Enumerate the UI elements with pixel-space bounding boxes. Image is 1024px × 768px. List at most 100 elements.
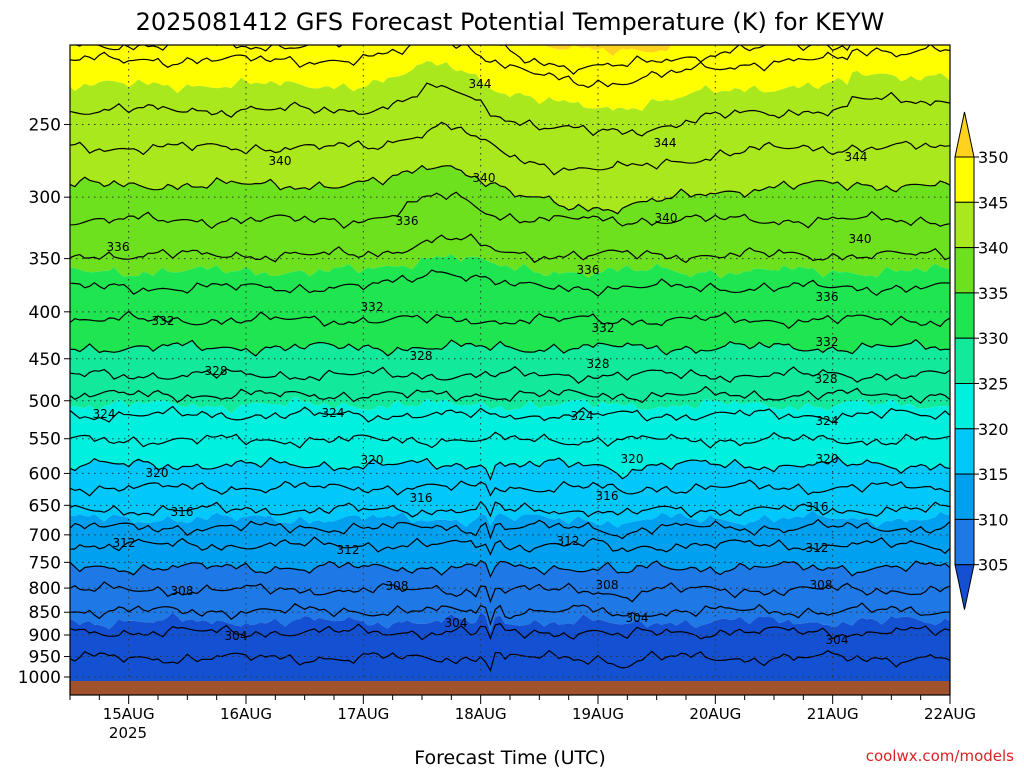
y-tick-label: 900 xyxy=(29,626,61,646)
isentrope-318 xyxy=(70,479,950,497)
isentrope-306 xyxy=(70,602,950,627)
contour-label: 336 xyxy=(107,240,130,254)
credit-text: coolwx.com/models xyxy=(866,747,1014,765)
colorbar-bottom-arrow xyxy=(954,564,975,610)
contour-label: 344 xyxy=(654,136,677,150)
contour-label: 316 xyxy=(171,505,194,519)
contour-label: 336 xyxy=(816,290,839,304)
y-tick-label: 300 xyxy=(29,188,61,208)
colorbar-segment xyxy=(954,473,975,520)
y-tick-label: 400 xyxy=(29,303,61,323)
contour-label: 320 xyxy=(146,466,169,480)
colorbar-label: 335 xyxy=(978,284,1009,303)
contour-label: 332 xyxy=(152,314,175,328)
color-fill-bands xyxy=(70,45,950,695)
isentrope-336 xyxy=(70,233,950,264)
x-axis-label: Forecast Time (UTC) xyxy=(414,747,605,768)
y-axis: 250 300 350 400 450 500 550 600 650 700 750 800 850 9… xyxy=(18,116,70,688)
plot-area: 344 344 344 340 340 340 340 336 336 336 336 332 332 3… xyxy=(70,45,950,695)
colorbar-segment xyxy=(954,292,975,339)
colorbar-label: 345 xyxy=(978,193,1009,212)
isentrope-302 xyxy=(70,649,950,673)
contour-label: 328 xyxy=(815,372,838,386)
y-tick-label: 850 xyxy=(29,603,61,623)
y-tick-label: 700 xyxy=(29,526,61,546)
contour-label: 312 xyxy=(113,536,136,550)
x-tick-label: 15AUG xyxy=(103,705,155,723)
contour-label: 336 xyxy=(396,214,419,228)
y-tick-label: 450 xyxy=(29,350,61,370)
colorbar-segment xyxy=(954,383,975,430)
isentrope-334 xyxy=(70,269,950,297)
contour-label: 308 xyxy=(386,579,409,593)
y-tick-label: 650 xyxy=(29,496,61,516)
y-tick-label: 600 xyxy=(29,464,61,484)
contour-label: 340 xyxy=(473,171,496,185)
contour-label: 344 xyxy=(845,150,868,164)
contour-label: 324 xyxy=(816,414,839,428)
isentrope-314 xyxy=(70,518,950,540)
x-tick-label: 17AUG xyxy=(337,705,389,723)
y-tick-label: 750 xyxy=(29,553,61,573)
colorbar-label: 315 xyxy=(978,465,1009,484)
fill-band-3 xyxy=(70,165,950,279)
contour-label: 308 xyxy=(596,578,619,592)
isentrope-344 xyxy=(70,82,950,137)
colorbar-segment xyxy=(954,201,975,249)
terrain-strip xyxy=(70,681,950,695)
isentrope-320 xyxy=(70,456,950,481)
y-tick-label: 500 xyxy=(29,392,61,412)
isentrope-326 xyxy=(70,385,950,404)
isentrope-332 xyxy=(70,310,950,330)
colorbar-label: 330 xyxy=(978,329,1009,348)
contour-label: 308 xyxy=(171,584,194,598)
isentrope-324 xyxy=(70,405,950,424)
isentrope-340 xyxy=(70,164,950,215)
contour-label: 304 xyxy=(225,629,248,643)
x-axis: 15AUG 16AUG 17AUG 18AUG 19AUG 20AUG 21AUG 22AUG xyxy=(69,695,976,723)
x-tick-label: 16AUG xyxy=(220,705,272,723)
contour-label: 344 xyxy=(469,77,492,91)
colorbar-label: 305 xyxy=(978,556,1009,575)
contour-label: 324 xyxy=(322,406,345,420)
x-tick-label: 21AUG xyxy=(807,705,859,723)
isentrope-316 xyxy=(70,500,950,518)
x-year-label: 2025 xyxy=(109,724,147,742)
isentrope-342 xyxy=(70,121,950,176)
isentrope-304 xyxy=(70,622,950,641)
isentrope-322 xyxy=(70,431,950,449)
fill-band-9 xyxy=(70,560,950,632)
x-tick-label: 18AUG xyxy=(455,705,507,723)
isentrope-346 xyxy=(70,45,950,89)
contour-label: 336 xyxy=(577,263,600,277)
fill-band-2 xyxy=(70,61,950,214)
colorbar-segment xyxy=(954,247,975,294)
contour-label: 324 xyxy=(93,407,116,421)
fill-band-6 xyxy=(70,396,950,480)
colorbar-segment xyxy=(954,337,975,385)
fill-band-10 xyxy=(70,611,950,695)
contour-label: 340 xyxy=(849,232,872,246)
colorbar-top-arrow xyxy=(954,111,975,158)
contour-label: 304 xyxy=(445,616,468,630)
contour-label: 340 xyxy=(655,211,678,225)
colorbar: 350 345 340 335 330 325 320 315 310 305 xyxy=(954,111,1009,610)
x-tick-label: 20AUG xyxy=(689,705,741,723)
colorbar-label: 340 xyxy=(978,239,1009,258)
isentrope-310 xyxy=(70,559,950,579)
contour-label: 316 xyxy=(410,491,433,505)
contour-label: 332 xyxy=(816,335,839,349)
contour-label: 320 xyxy=(621,452,644,466)
contour-label: 320 xyxy=(361,453,384,467)
contour-label: 328 xyxy=(587,357,610,371)
y-tick-label: 250 xyxy=(29,116,61,136)
isentrope-312 xyxy=(70,536,950,556)
isentrope-lines xyxy=(70,45,950,673)
y-tick-label: 950 xyxy=(29,648,61,668)
fill-band-1 xyxy=(70,45,950,111)
colorbar-label: 350 xyxy=(978,148,1009,167)
contour-labels: 344 344 344 340 340 340 340 336 336 336 336 332 332 3… xyxy=(93,77,872,647)
contour-label: 304 xyxy=(826,633,849,647)
colorbar-segment xyxy=(954,156,975,203)
